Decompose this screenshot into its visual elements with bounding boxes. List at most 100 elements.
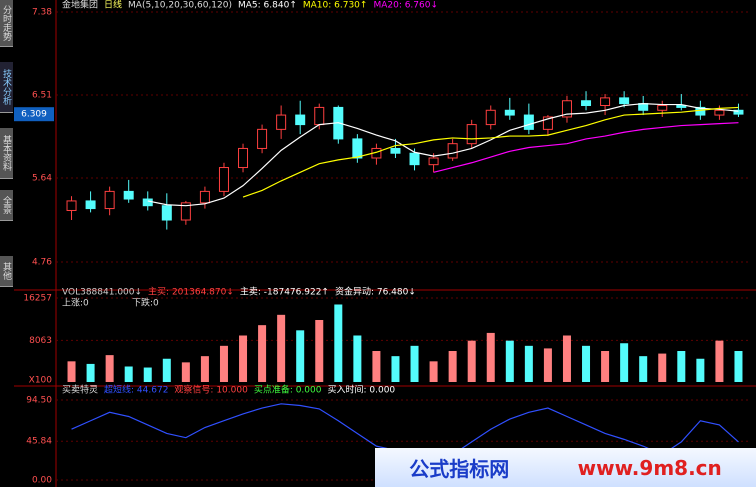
candle-body xyxy=(85,200,96,210)
candle-body xyxy=(428,157,439,166)
tab[interactable]: 全景 xyxy=(0,190,13,221)
candle-body xyxy=(218,167,229,192)
watermark-text: 公式指标网 xyxy=(409,457,510,481)
header-note: 买入时间: 0.000 xyxy=(327,384,395,396)
volume-bar xyxy=(124,366,133,382)
y-tick-label: 7.38 xyxy=(32,8,52,18)
header-note: 观察信号: 10.000 xyxy=(174,384,248,396)
volume-bar xyxy=(429,361,438,382)
candle-body xyxy=(504,109,515,116)
legend-name: MA20 xyxy=(373,1,399,11)
header-title: 金地集团 xyxy=(62,0,98,11)
tab[interactable]: 技术分析 xyxy=(0,62,13,113)
watermark: 公式指标网 www.9m8.cn xyxy=(375,448,756,487)
header-annotation: MA(5,10,20,30,60,120) xyxy=(128,1,232,11)
candle-body xyxy=(561,100,572,118)
y-tick-label: 5.64 xyxy=(32,174,52,184)
volume-bar xyxy=(200,356,209,382)
volume-bar xyxy=(524,345,533,382)
candle-body xyxy=(314,106,325,126)
y-tick-label: 8063 xyxy=(29,336,52,346)
header-note: 主买: 201364.870↓ xyxy=(148,286,234,298)
volume-bar xyxy=(315,319,324,382)
volume-bar xyxy=(734,350,743,382)
candle-body xyxy=(485,109,496,126)
series-line xyxy=(147,103,739,207)
candle-body xyxy=(657,105,668,111)
series-line xyxy=(433,122,739,173)
volume-bar xyxy=(391,356,400,382)
volume-bar xyxy=(658,353,667,382)
candle-body xyxy=(238,147,249,169)
volume-bar xyxy=(143,367,152,382)
candle-body xyxy=(295,114,306,126)
candle-body xyxy=(523,114,534,130)
sub-note: 上涨:0 xyxy=(62,298,89,309)
y-tick-label: 4.76 xyxy=(32,258,52,268)
volume-bar xyxy=(601,350,610,382)
tab[interactable]: 分时走势 xyxy=(0,0,13,47)
candle-body xyxy=(180,202,191,221)
volume-bar xyxy=(639,356,648,382)
candle-body xyxy=(733,109,744,115)
volume-bar xyxy=(582,345,591,382)
candle-body xyxy=(714,109,725,116)
unit-label: X100 xyxy=(29,376,53,386)
header-note: 资金异动: 76.480↓ xyxy=(335,286,416,298)
header-note: 买点准备: 0.000 xyxy=(254,384,322,396)
candle-body xyxy=(619,97,630,105)
volume-bar xyxy=(677,350,686,382)
candle-body xyxy=(581,100,592,107)
volume-bar xyxy=(277,314,286,382)
volume-bar xyxy=(181,362,190,382)
candle-body xyxy=(257,128,268,149)
legend-name: 超短线 xyxy=(104,384,131,396)
candle-body xyxy=(276,114,287,130)
tab[interactable]: 其他 xyxy=(0,256,13,287)
volume-bar xyxy=(86,363,95,382)
legend-readout: 388841.000↓ xyxy=(80,288,142,298)
volume-bar xyxy=(353,335,362,382)
volume-bar xyxy=(448,350,457,382)
candle-body xyxy=(447,143,458,159)
candle-body xyxy=(390,147,401,154)
header-title: 买卖特灵 xyxy=(62,384,98,396)
candle-body xyxy=(161,205,172,221)
candle-body xyxy=(542,116,553,130)
candle-body xyxy=(466,124,477,145)
legend-readout: : 6.840↑ xyxy=(258,1,297,11)
legend-readout: : 6.760↓ xyxy=(399,1,438,11)
legend-readout: : 6.730↑ xyxy=(328,1,367,11)
header-note: 主卖: -187476.922↑ xyxy=(240,286,329,298)
candle-body xyxy=(123,190,134,200)
volume-bar xyxy=(296,330,305,382)
volume-bar xyxy=(543,348,552,382)
candle-body xyxy=(352,138,363,159)
candle-body xyxy=(66,200,77,211)
volume-bar xyxy=(372,350,381,382)
volume-bar xyxy=(467,340,476,382)
legend-name: VOL xyxy=(62,288,80,298)
y-tick-label: 45.84 xyxy=(26,437,52,447)
legend-name: MA5 xyxy=(238,1,258,11)
volume-bar xyxy=(620,343,629,382)
tab[interactable]: 基本资料 xyxy=(0,128,13,179)
current-price: 6.309 xyxy=(21,110,47,120)
y-tick-label: 94.50 xyxy=(26,396,52,406)
volume-bar xyxy=(715,340,724,382)
volume-bar xyxy=(162,358,171,382)
price-marker-bg xyxy=(14,107,54,122)
header-subtitle: 日线 xyxy=(104,0,122,11)
candle-body xyxy=(409,152,420,166)
legend-readout: : 44.672 xyxy=(131,386,168,396)
legend-name: MA10 xyxy=(303,1,329,11)
volume-bar xyxy=(562,335,571,382)
volume-bar xyxy=(334,304,343,382)
y-tick-label: 6.51 xyxy=(32,91,52,101)
volume-bar xyxy=(486,332,495,382)
volume-bar xyxy=(505,340,514,382)
candle-body xyxy=(600,97,611,107)
volume-bar xyxy=(219,345,228,382)
